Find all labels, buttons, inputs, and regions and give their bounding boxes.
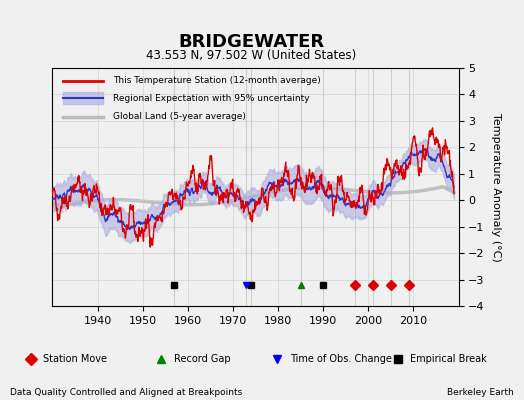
Text: BRIDGEWATER: BRIDGEWATER bbox=[179, 33, 324, 51]
Text: Time of Obs. Change: Time of Obs. Change bbox=[290, 354, 391, 364]
Text: Berkeley Earth: Berkeley Earth bbox=[447, 388, 514, 397]
Text: Regional Expectation with 95% uncertainty: Regional Expectation with 95% uncertaint… bbox=[113, 94, 309, 103]
Text: This Temperature Station (12-month average): This Temperature Station (12-month avera… bbox=[113, 76, 321, 85]
Text: Empirical Break: Empirical Break bbox=[410, 354, 487, 364]
Text: Global Land (5-year average): Global Land (5-year average) bbox=[113, 112, 246, 121]
Text: Record Gap: Record Gap bbox=[174, 354, 231, 364]
Text: Data Quality Controlled and Aligned at Breakpoints: Data Quality Controlled and Aligned at B… bbox=[10, 388, 243, 397]
Text: 43.553 N, 97.502 W (United States): 43.553 N, 97.502 W (United States) bbox=[146, 49, 357, 62]
Y-axis label: Temperature Anomaly (°C): Temperature Anomaly (°C) bbox=[492, 113, 501, 261]
Text: Station Move: Station Move bbox=[43, 354, 107, 364]
